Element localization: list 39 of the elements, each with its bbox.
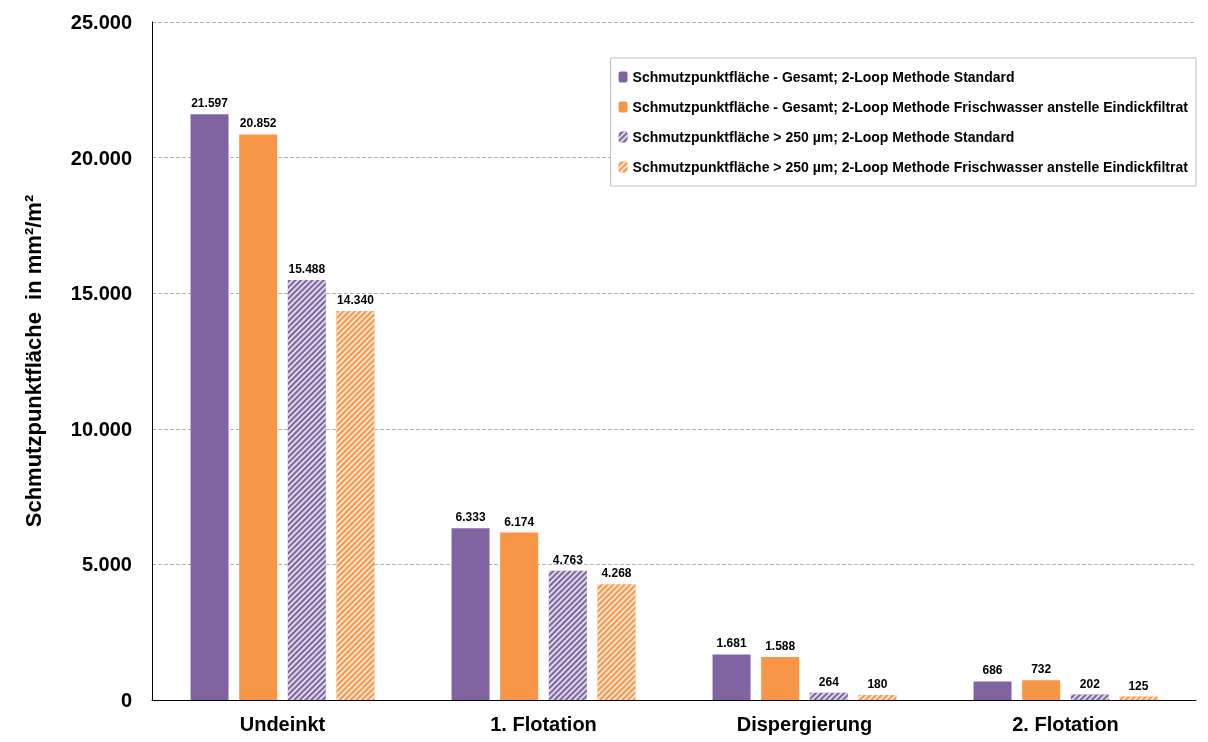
bar xyxy=(239,134,278,700)
bar xyxy=(190,114,229,700)
x-tick-label: 2. Flotation xyxy=(1012,713,1119,735)
x-tick-label: 1. Flotation xyxy=(490,713,597,735)
bar xyxy=(451,528,490,700)
legend-label: Schmutzpunktfläche > 250 µm; 2-Loop Methode Frischwasser anstelle Eindickfiltrat xyxy=(632,159,1189,175)
data-label: 21.597 xyxy=(191,96,229,111)
bar xyxy=(712,654,751,700)
data-label: 264 xyxy=(818,674,840,689)
data-label: 125 xyxy=(1128,678,1149,693)
data-label: 15.488 xyxy=(288,261,326,276)
data-label: 20.852 xyxy=(239,116,277,131)
legend-label: Schmutzpunktfläche - Gesamt; 2-Loop Methode Frischwasser anstelle Eindickfiltrat xyxy=(632,99,1189,115)
bar xyxy=(500,532,539,700)
data-label: 4.763 xyxy=(552,552,584,567)
y-tick-label: 10.000 xyxy=(70,417,132,440)
y-tick-label: 15.000 xyxy=(70,282,132,305)
data-label: 180 xyxy=(867,677,888,692)
data-label: 14.340 xyxy=(337,293,375,308)
data-label: 202 xyxy=(1079,676,1101,691)
legend-label: Schmutzpunktfläche - Gesamt; 2-Loop Methode Standard xyxy=(632,69,1015,85)
bar xyxy=(1022,680,1061,700)
data-label: 1.588 xyxy=(765,638,796,653)
data-label: 1.681 xyxy=(716,636,747,651)
legend-label: Schmutzpunktfläche > 250 µm; 2-Loop Methode Standard xyxy=(632,129,1015,145)
data-label: 4.268 xyxy=(601,566,632,581)
bar xyxy=(973,681,1012,700)
bar xyxy=(761,656,800,700)
y-tick-label: 0 xyxy=(120,689,132,711)
y-tick-label: 5.000 xyxy=(81,553,132,576)
data-label: 6.174 xyxy=(504,514,535,529)
data-label: 686 xyxy=(982,663,1003,678)
y-axis-title: Schmutzpunktfläche in mm²/m² xyxy=(20,194,46,528)
x-tick-label: Undeinkt xyxy=(239,713,326,735)
y-tick-label: 20.000 xyxy=(70,146,132,169)
x-tick-label: Dispergierung xyxy=(736,713,873,735)
y-tick-label: 25.000 xyxy=(70,11,132,33)
data-label: 732 xyxy=(1031,662,1052,677)
data-label: 6.333 xyxy=(455,510,486,525)
